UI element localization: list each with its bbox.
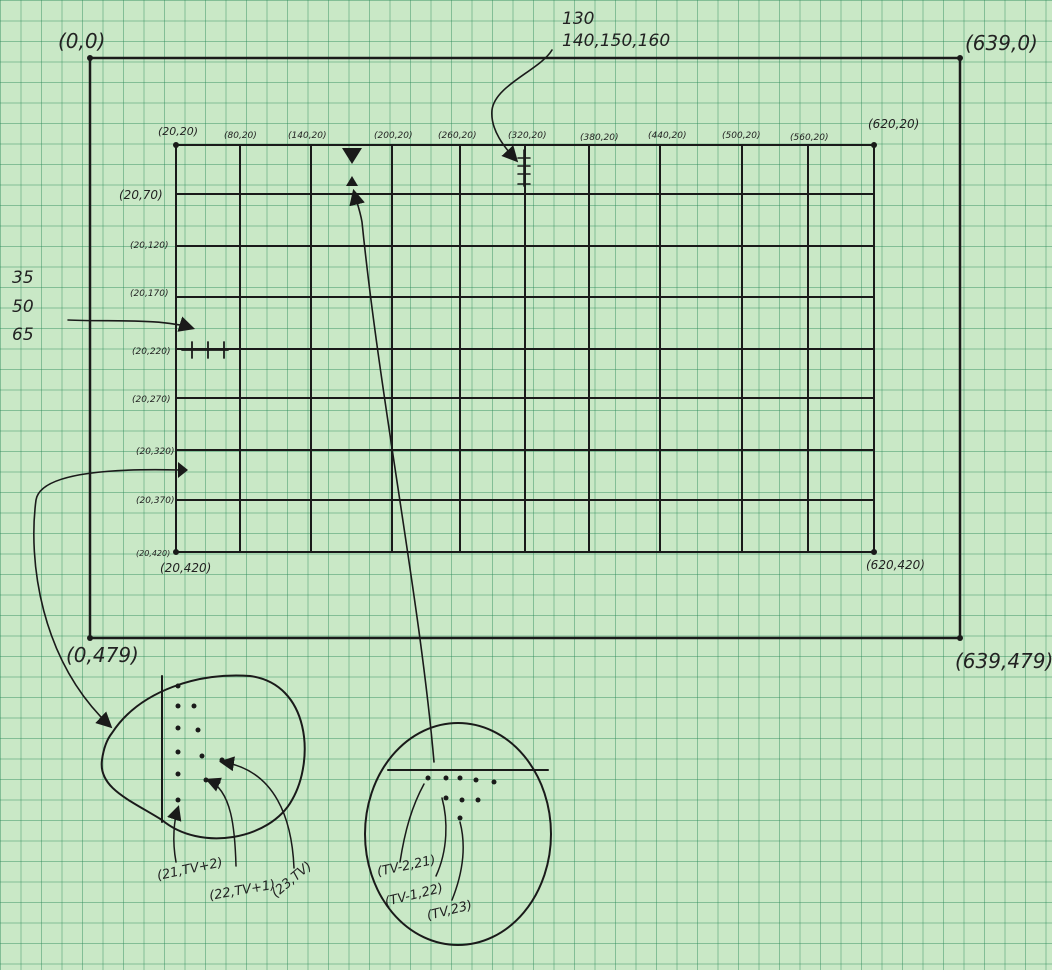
left-label: (20,70)	[119, 188, 163, 202]
bottom-zoom-label-1: (TV-2,21)	[376, 853, 437, 880]
top-annotation-arrow	[492, 50, 552, 160]
bottom-zoom-label-3: (TV,23)	[425, 898, 473, 924]
corner-label-top-left: (0,0)	[58, 29, 105, 53]
left-label: (20,420)	[136, 549, 170, 558]
top-label: (440,20)	[648, 131, 687, 141]
corner-label-bottom-left: (0,479)	[66, 643, 139, 667]
left-zoom-label-2: (22,TV+1)	[208, 878, 276, 904]
grid-corner-dot	[871, 142, 877, 148]
bottom-zoom-arrow-2	[436, 798, 446, 876]
top-label: (320,20)	[508, 131, 547, 141]
corner-dot	[957, 635, 963, 641]
left-zoom-arrow-1	[174, 808, 178, 862]
bottom-zoom-label-2: (TV-1,22)	[383, 881, 444, 910]
grid-corner-dot	[871, 549, 877, 555]
corner-dot	[957, 55, 963, 61]
corner-label-top-right: (639,0)	[965, 31, 1038, 55]
left-label: (20,220)	[132, 347, 171, 357]
left-zoom-label-3: (23,TV)	[269, 859, 315, 901]
left-label: (20,370)	[136, 496, 175, 506]
left-label: (20,120)	[130, 241, 169, 251]
left-label: (20,170)	[130, 289, 169, 299]
left-zoom-connector	[34, 470, 180, 726]
left-zoom-pixels	[176, 684, 225, 803]
left-annotation-line1: 35	[12, 268, 34, 288]
top-label: (380,20)	[580, 133, 619, 143]
corner-label-bottom-right: (639,479)	[955, 649, 1052, 673]
left-zoom-arrow-2	[208, 780, 236, 866]
bottom-zoom-arrow-1	[400, 784, 424, 862]
inner-grid	[173, 142, 877, 555]
grid-corner-label-bottom-left: (20,420)	[160, 561, 211, 575]
top-annotation-line1: 130	[562, 9, 594, 29]
top-coordinate-labels: (80,20) (140,20) (200,20) (260,20) (320,…	[224, 131, 829, 143]
top-label: (260,20)	[438, 131, 477, 141]
top-triangle-down	[342, 148, 362, 164]
bottom-zoom-arrow-3	[452, 822, 463, 900]
left-label: (20,270)	[132, 395, 171, 405]
left-zoom-arrow-3	[222, 762, 294, 868]
grid-corner-label-bottom-right: (620,420)	[866, 558, 925, 572]
grid-corner-label-top-right: (620,20)	[868, 117, 919, 131]
left-annotation-arrow	[68, 320, 192, 328]
top-tick-marks	[518, 150, 530, 186]
grid-corner-dot	[173, 549, 179, 555]
top-label: (140,20)	[288, 131, 327, 141]
bottom-zoom-connector	[354, 192, 434, 762]
top-label: (80,20)	[224, 131, 257, 141]
left-zoom-label-1: (21,TV+2)	[156, 855, 224, 884]
corner-dot	[87, 635, 93, 641]
left-annotation-line3: 65	[12, 325, 34, 345]
top-label: (200,20)	[374, 131, 413, 141]
top-annotation-line2: 140,150,160	[562, 31, 670, 51]
left-annotation-line2: 50	[12, 297, 34, 317]
bottom-zoom-pixels	[426, 776, 497, 821]
corner-dot	[87, 55, 93, 61]
top-label: (560,20)	[790, 133, 829, 143]
grid-corner-dot	[173, 142, 179, 148]
top-label: (500,20)	[722, 131, 761, 141]
grid-corner-label-top-left: (20,20)	[158, 125, 198, 138]
left-coordinate-labels: (20,70) (20,120) (20,170) (20,220) (20,2…	[119, 188, 175, 558]
left-tick-marks	[182, 342, 228, 358]
top-triangle-up	[346, 176, 358, 186]
left-label: (20,320)	[136, 447, 175, 457]
